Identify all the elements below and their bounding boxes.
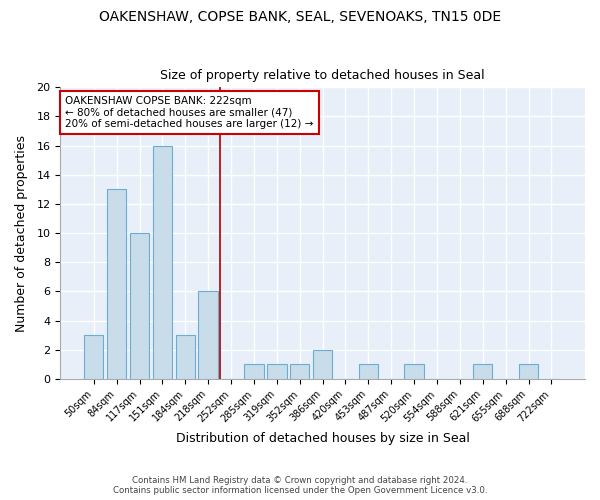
Bar [176,335,195,379]
Text: OAKENSHAW COPSE BANK: 222sqm
← 80% of detached houses are smaller (47)
20% of se: OAKENSHAW COPSE BANK: 222sqm ← 80% of de… [65,96,314,130]
Bar [199,292,218,379]
Text: Contains HM Land Registry data © Crown copyright and database right 2024.
Contai: Contains HM Land Registry data © Crown c… [113,476,487,495]
Bar [152,146,172,379]
Text: OAKENSHAW, COPSE BANK, SEAL, SEVENOAKS, TN15 0DE: OAKENSHAW, COPSE BANK, SEAL, SEVENOAKS, … [99,10,501,24]
Bar [473,364,493,379]
Bar [244,364,263,379]
Y-axis label: Number of detached properties: Number of detached properties [15,134,28,332]
Bar [519,364,538,379]
Bar [130,233,149,379]
Bar [313,350,332,379]
Bar [84,335,103,379]
Bar [404,364,424,379]
Bar [290,364,310,379]
Bar [267,364,287,379]
Bar [107,190,127,379]
X-axis label: Distribution of detached houses by size in Seal: Distribution of detached houses by size … [176,432,470,445]
Bar [359,364,378,379]
Title: Size of property relative to detached houses in Seal: Size of property relative to detached ho… [160,69,485,82]
